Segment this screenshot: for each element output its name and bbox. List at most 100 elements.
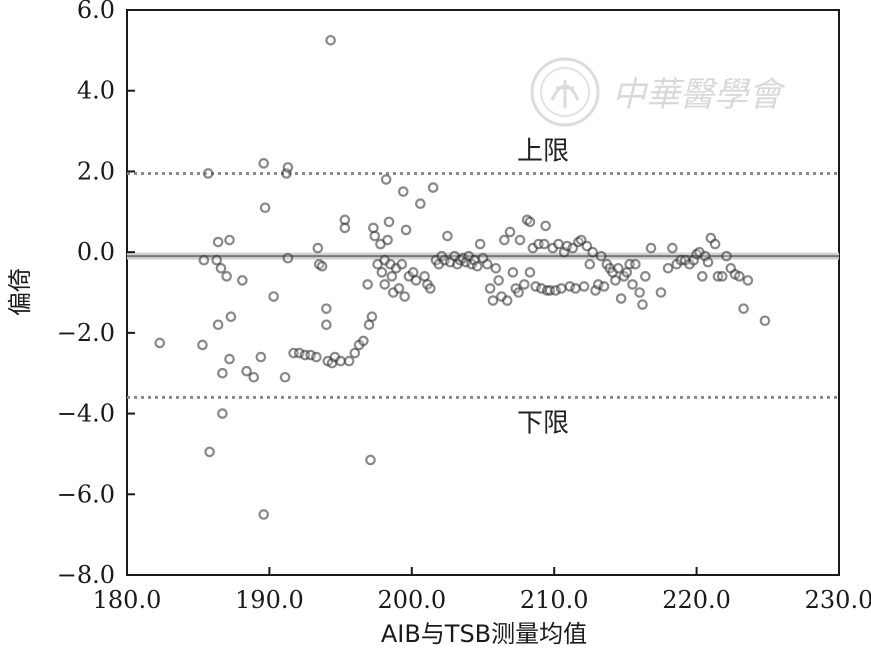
data-point [339, 222, 351, 234]
x-tick-label: 210.0 [520, 586, 589, 614]
data-point [490, 262, 502, 274]
data-point [386, 271, 398, 282]
watermark: 中華醫學會 [530, 57, 787, 127]
y-tick-label: 0.0 [77, 238, 115, 266]
y-tick-label: −6.0 [57, 480, 115, 508]
x-tick-label: 220.0 [662, 586, 731, 614]
data-point [198, 254, 210, 266]
data-point [379, 279, 391, 290]
y-tick-label: 2.0 [77, 157, 115, 185]
limit-label-0: 上限 [517, 136, 569, 166]
data-point [595, 250, 607, 262]
data-point [255, 351, 267, 363]
watermark-seal-icon [530, 57, 600, 127]
x-tick-label: 180.0 [93, 586, 162, 614]
data-point [380, 174, 392, 185]
data-point [553, 238, 564, 250]
data-point [311, 351, 322, 363]
data-point [358, 335, 369, 347]
y-tick-label: −4.0 [57, 400, 115, 428]
y-tick-label: −2.0 [57, 319, 115, 347]
data-point [696, 271, 708, 282]
data-point [217, 408, 228, 419]
data-point [637, 299, 648, 310]
data-point [655, 287, 667, 298]
x-axis-title: AIB与TSB测量均值 [381, 620, 587, 648]
data-point [415, 198, 426, 210]
data-point [224, 234, 235, 246]
data-point [472, 260, 483, 272]
data-point [410, 275, 422, 286]
data-point [427, 182, 439, 193]
data-point [567, 242, 579, 254]
data-point [524, 216, 536, 228]
data-point [570, 283, 581, 294]
limit-label-2: 下限 [517, 408, 569, 438]
data-point [393, 283, 405, 294]
data-point [575, 234, 587, 246]
data-point [376, 267, 388, 278]
data-point [202, 168, 214, 179]
data-point [383, 216, 395, 228]
data-point [366, 311, 378, 323]
data-point [217, 367, 228, 379]
data-point [212, 236, 224, 248]
data-point [382, 234, 393, 246]
data-point [211, 254, 223, 266]
data-point [487, 295, 499, 306]
data-point [645, 242, 657, 254]
data-point [248, 371, 260, 383]
data-point [587, 246, 598, 258]
data-point [598, 281, 610, 292]
data-point [556, 283, 567, 294]
data-point [365, 454, 376, 466]
data-point [630, 258, 641, 270]
data-point [349, 347, 361, 359]
data-point [400, 224, 412, 236]
x-axis: 180.0 190.0 200.0 210.0 220.0 230.0 [93, 567, 871, 614]
x-tick-label: 230.0 [805, 586, 871, 614]
data-point [610, 275, 621, 286]
data-point [538, 238, 550, 250]
data-point [312, 242, 324, 254]
data-point [225, 311, 237, 323]
data-point [615, 293, 627, 304]
data-point [204, 446, 215, 458]
data-point [397, 186, 409, 197]
data-point [425, 283, 436, 294]
data-point [742, 275, 754, 286]
data-point [640, 271, 651, 282]
data-point [316, 260, 328, 272]
data-point [540, 220, 551, 232]
data-point [504, 226, 516, 238]
data-point [212, 319, 224, 331]
data-point [513, 287, 524, 298]
data-point [268, 291, 279, 302]
data-point [514, 234, 526, 246]
data-point [258, 158, 270, 169]
data-point [241, 365, 252, 377]
data-point [321, 319, 332, 331]
data-point [279, 371, 291, 383]
data-point [197, 339, 208, 351]
data-point [662, 262, 674, 274]
data-point [721, 250, 732, 262]
data-point [709, 238, 721, 250]
data-point [524, 267, 536, 278]
y-tick-label: 6.0 [77, 0, 115, 24]
data-points [154, 34, 771, 520]
data-point [627, 279, 638, 290]
data-point [282, 162, 294, 173]
data-point [368, 222, 379, 234]
data-point [481, 258, 493, 270]
data-point [507, 267, 519, 278]
data-point [215, 262, 227, 274]
data-point [343, 355, 355, 367]
x-tick-label: 190.0 [235, 586, 304, 614]
data-point [259, 202, 271, 214]
data-point [499, 234, 510, 246]
data-point [474, 238, 486, 250]
data-point [759, 315, 771, 327]
data-point [325, 34, 336, 46]
